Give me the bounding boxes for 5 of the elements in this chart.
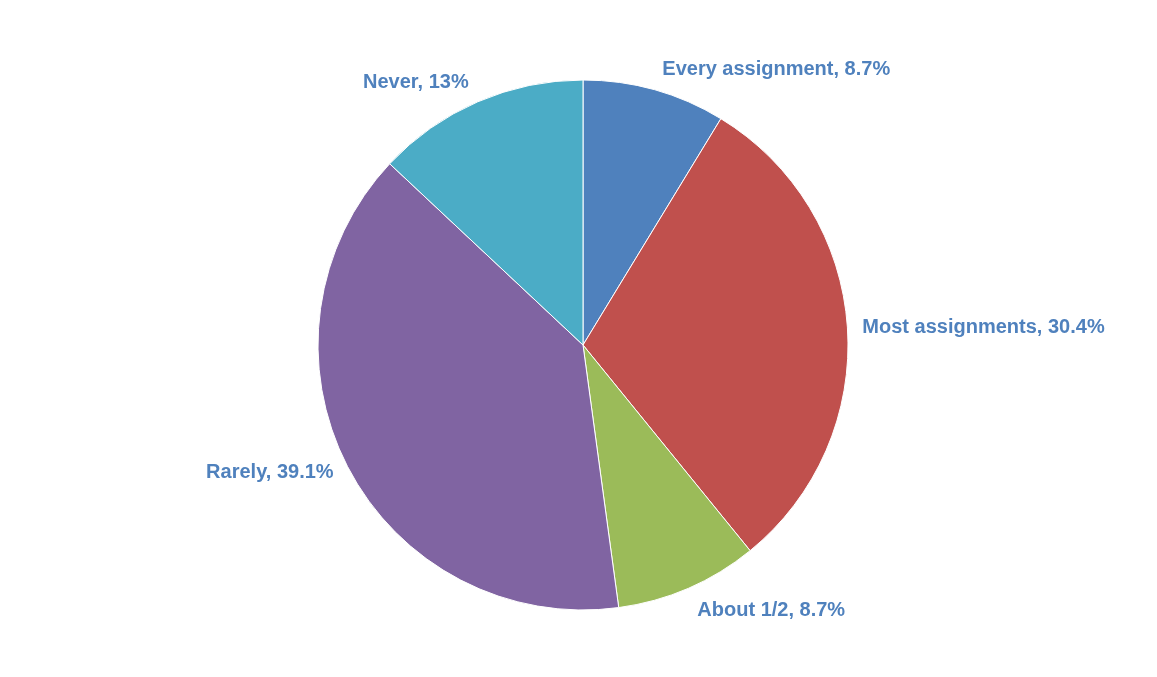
slice-label: Most assignments, 30.4% xyxy=(862,315,1105,338)
slice-label: About 1/2, 8.7% xyxy=(697,598,846,621)
slice-label: Every assignment, 8.7% xyxy=(662,57,891,80)
slice-label: Never, 13% xyxy=(363,69,469,92)
slice-label: Rarely, 39.1% xyxy=(206,460,334,483)
